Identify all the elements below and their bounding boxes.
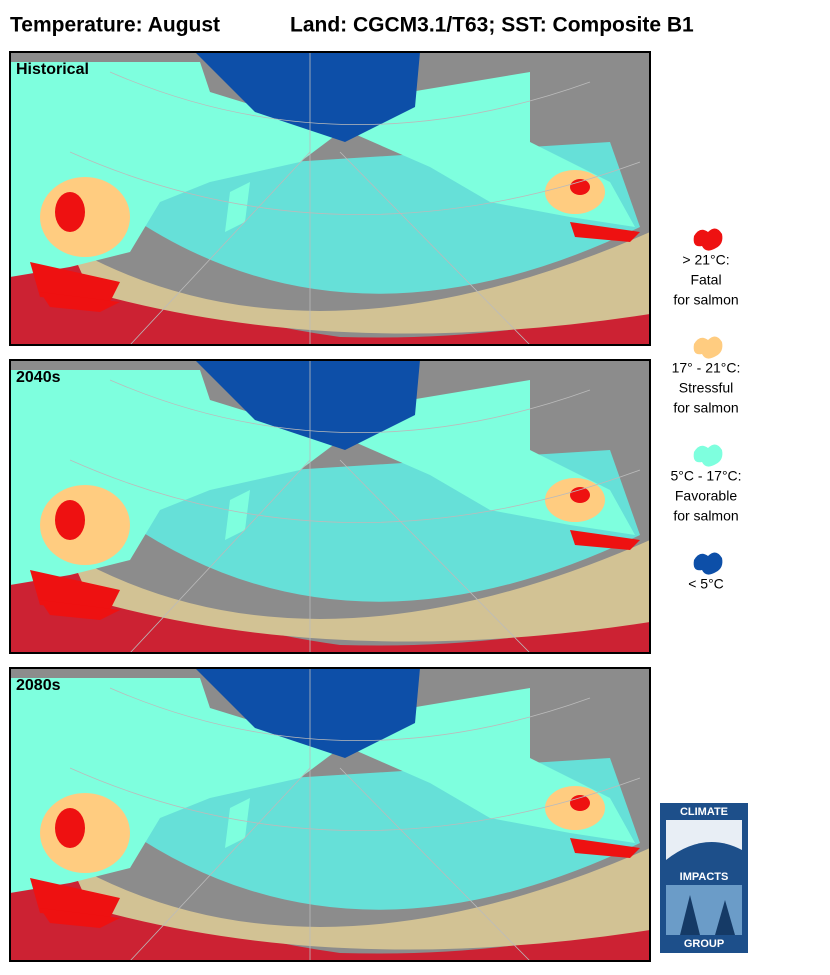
map-panel: 2080s [9,667,651,962]
logo-middle: IMPACTS [680,871,729,883]
legend-text: Favorable [675,488,737,504]
panels: Historical 2040s 2080s [9,51,651,962]
panel-label: 2080s [16,677,61,694]
legend-text: for salmon [673,508,738,524]
logo-top: CLIMATE [680,806,728,818]
legend-swatch [693,336,723,359]
legend-text: < 5°C [688,576,724,592]
map [9,359,651,654]
legend-text: > 21°C: [682,252,729,268]
subtitle: Land: CGCM3.1/T63; SST: Composite B1 [290,14,694,37]
legend-swatch [693,552,723,575]
legend-text: for salmon [673,400,738,416]
legend-text: Stressful [679,380,733,396]
logo: CLIMATE IMPACTS GROUP [660,803,748,953]
map [9,51,651,346]
legend-text: for salmon [673,292,738,308]
legend-swatch [693,228,723,251]
map-panel: Historical [9,51,651,346]
legend: > 21°C: Fatal for salmon 17° - 21°C: Stressf… [670,228,742,592]
panel-border [9,667,651,962]
panel-label: Historical [16,61,89,78]
legend-text: Fatal [690,272,721,288]
logo-bottom: GROUP [684,938,724,950]
title: Temperature: August [10,14,220,37]
panel-border [9,359,651,654]
legend-text: 5°C - 17°C: [670,468,741,484]
map [9,667,651,962]
legend-text: 17° - 21°C: [672,360,741,376]
legend-swatch [693,444,723,467]
panel-label: 2040s [16,369,61,386]
panel-border [9,51,651,346]
map-panel: 2040s [9,359,651,654]
